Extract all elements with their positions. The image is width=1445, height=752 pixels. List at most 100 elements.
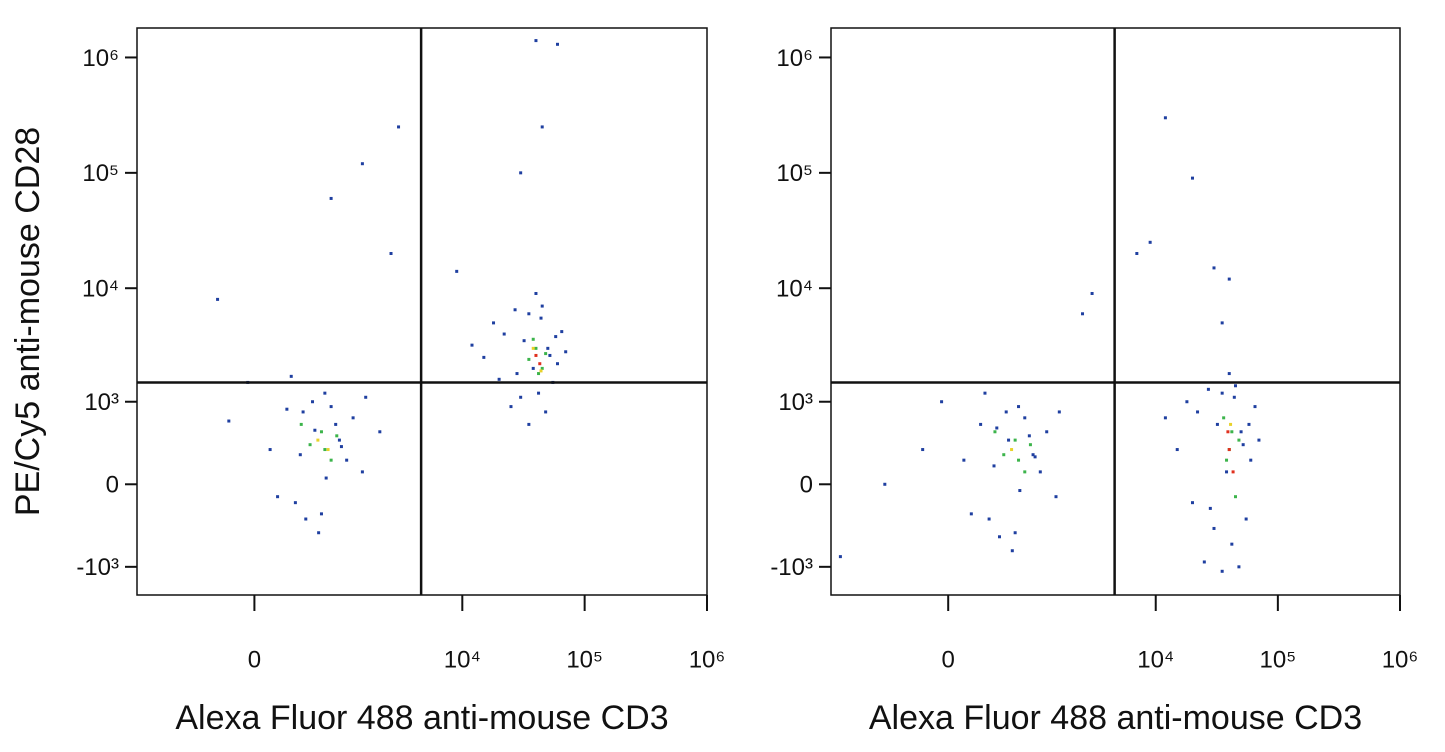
dot xyxy=(378,430,382,434)
y-axis-title: PE/Cy5 anti-mouse CD28 xyxy=(9,127,47,516)
dot xyxy=(316,438,320,442)
dot xyxy=(360,162,364,166)
dot xyxy=(329,458,333,462)
dot xyxy=(983,391,987,395)
dot xyxy=(544,410,548,414)
dot xyxy=(513,308,517,312)
dot xyxy=(339,445,343,449)
dot xyxy=(979,422,983,426)
y-tick-label: 10⁴ xyxy=(776,276,813,303)
dot xyxy=(1023,470,1027,474)
dot xyxy=(1220,569,1224,573)
dot xyxy=(317,531,321,535)
dot xyxy=(940,400,944,404)
dot xyxy=(539,369,543,373)
dot xyxy=(337,438,341,442)
y-tick-label: -10³ xyxy=(770,554,813,581)
dot xyxy=(544,352,548,356)
y-tick-label: 0 xyxy=(800,472,813,499)
dot xyxy=(1231,470,1235,474)
dot xyxy=(838,555,842,559)
dot xyxy=(1010,448,1014,452)
dot xyxy=(304,517,308,521)
y-tick-label: -10³ xyxy=(76,554,119,581)
dot xyxy=(987,517,991,521)
dot xyxy=(301,410,305,414)
y-tick-label: 10⁶ xyxy=(776,45,813,72)
y-tick-label: 10³ xyxy=(778,389,813,416)
dot xyxy=(470,343,474,347)
dot xyxy=(1090,291,1094,295)
dot xyxy=(555,42,559,46)
dot xyxy=(534,346,538,350)
dot xyxy=(1237,438,1241,442)
dot xyxy=(285,407,289,411)
dot xyxy=(1227,448,1231,452)
y-tick-label: 0 xyxy=(106,472,119,499)
dot xyxy=(539,316,543,320)
dot xyxy=(364,395,368,399)
dot xyxy=(397,125,401,129)
x-tick-label: 10⁶ xyxy=(689,646,726,673)
dot xyxy=(519,171,523,175)
dot xyxy=(1023,416,1027,420)
dot xyxy=(227,419,231,423)
dot xyxy=(1239,430,1243,434)
dot xyxy=(1081,312,1085,316)
dot xyxy=(324,476,328,480)
dot xyxy=(1222,416,1226,420)
dot xyxy=(522,339,526,343)
dot xyxy=(1190,176,1194,180)
dot xyxy=(969,512,973,516)
dot xyxy=(921,448,925,452)
dot xyxy=(497,377,501,381)
x-tick-label: 10⁴ xyxy=(1137,646,1174,673)
x-axis-title: Alexa Fluor 488 anti-mouse CD3 xyxy=(869,699,1362,737)
dot xyxy=(534,39,538,43)
dot xyxy=(1010,549,1014,553)
dot xyxy=(311,400,315,404)
dot xyxy=(540,125,544,129)
dot xyxy=(1227,372,1231,376)
dot xyxy=(993,430,997,434)
dot xyxy=(554,335,558,339)
dot xyxy=(1249,458,1253,462)
dot xyxy=(1190,501,1194,505)
dot xyxy=(482,355,486,359)
dot xyxy=(1013,438,1017,442)
dot xyxy=(276,495,280,499)
dot xyxy=(1004,410,1008,414)
dot xyxy=(1033,455,1037,459)
dot xyxy=(1163,416,1167,420)
dot xyxy=(527,357,531,361)
dot xyxy=(1257,438,1261,442)
dot xyxy=(289,374,293,378)
x-tick-label: 10⁵ xyxy=(566,646,603,673)
dot xyxy=(538,362,542,366)
dot xyxy=(1225,470,1229,474)
dot xyxy=(313,428,317,432)
dot xyxy=(329,405,333,409)
x-tick-label: 10⁵ xyxy=(1260,646,1297,673)
dot xyxy=(1234,495,1238,499)
dot xyxy=(319,430,323,434)
dot xyxy=(1002,453,1006,457)
dot xyxy=(1007,438,1011,442)
dot xyxy=(1017,458,1021,462)
dot xyxy=(1230,430,1234,434)
dot xyxy=(1038,470,1042,474)
dot xyxy=(531,346,535,350)
dot xyxy=(1208,506,1212,510)
dot xyxy=(1148,240,1152,244)
dot xyxy=(1045,430,1049,434)
dot xyxy=(1232,395,1236,399)
dot xyxy=(1027,434,1031,438)
dot xyxy=(299,422,303,426)
dot xyxy=(1225,458,1229,462)
dot xyxy=(1212,526,1216,530)
dot xyxy=(455,269,459,273)
y-tick-label: 10⁵ xyxy=(776,160,813,187)
dot xyxy=(997,535,1001,539)
dot xyxy=(1227,277,1231,281)
dot xyxy=(1054,495,1058,499)
